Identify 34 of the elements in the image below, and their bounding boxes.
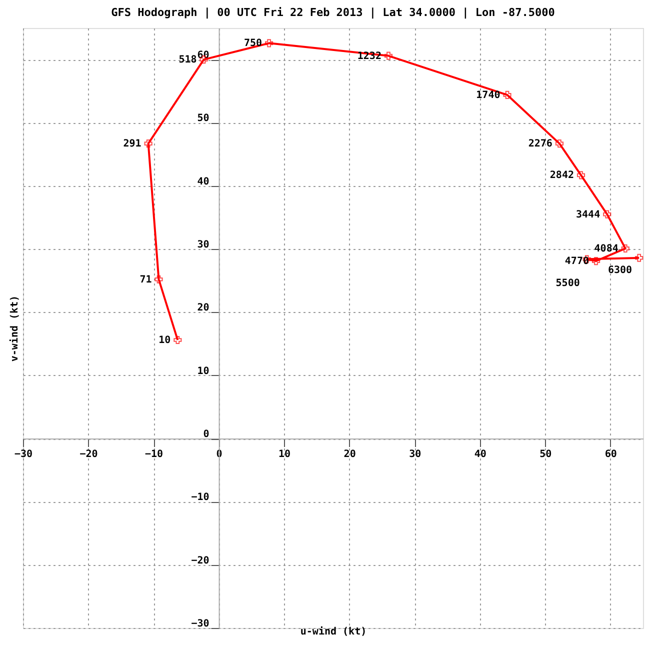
y-tick-label: 10	[197, 366, 210, 377]
annotation: 10	[158, 335, 171, 346]
annotation: 6300	[608, 264, 632, 276]
y-tick-label: 20	[197, 302, 210, 314]
annotation: 3444	[576, 209, 600, 220]
annotation: 291	[123, 138, 142, 150]
x-tick-label: 20	[344, 449, 356, 460]
annotation: 71	[140, 274, 152, 286]
annotation: 4084	[594, 243, 618, 254]
y-tick-label: 0	[203, 429, 210, 440]
y-axis-title: v-wind (kt)	[8, 295, 20, 362]
annotation: 518	[178, 54, 197, 66]
x-tick-label: −30	[14, 449, 33, 460]
y-tick-label: −10	[191, 492, 210, 504]
annotation: 2276	[528, 138, 552, 150]
x-axis-title: u-wind (kt)	[300, 626, 367, 638]
annotation: 4770	[564, 256, 590, 268]
annotation: 5500	[556, 278, 580, 290]
annotation: 2842	[550, 170, 574, 182]
annotation: 750	[244, 38, 262, 50]
x-tick-label: −20	[80, 449, 98, 460]
x-tick-label: 40	[474, 449, 486, 460]
x-tick-label: 60	[604, 449, 617, 460]
annotation: 1740	[476, 90, 500, 101]
x-tick-label: 10	[278, 449, 291, 460]
y-tick-label: 50	[197, 113, 210, 124]
y-tick-label: 30	[197, 240, 210, 251]
y-tick-label: −30	[191, 618, 210, 630]
chart-title: GFS Hodograph | 00 UTC Fri 22 Feb 2013 | Lat 34.0000 | Lon -87.5000	[111, 6, 555, 19]
y-tick-label: −20	[191, 555, 210, 566]
y-tick-label: 40	[197, 176, 210, 188]
x-tick-label: 50	[540, 449, 552, 460]
x-tick-label: −10	[144, 449, 164, 460]
x-tick-label: 30	[409, 449, 422, 460]
